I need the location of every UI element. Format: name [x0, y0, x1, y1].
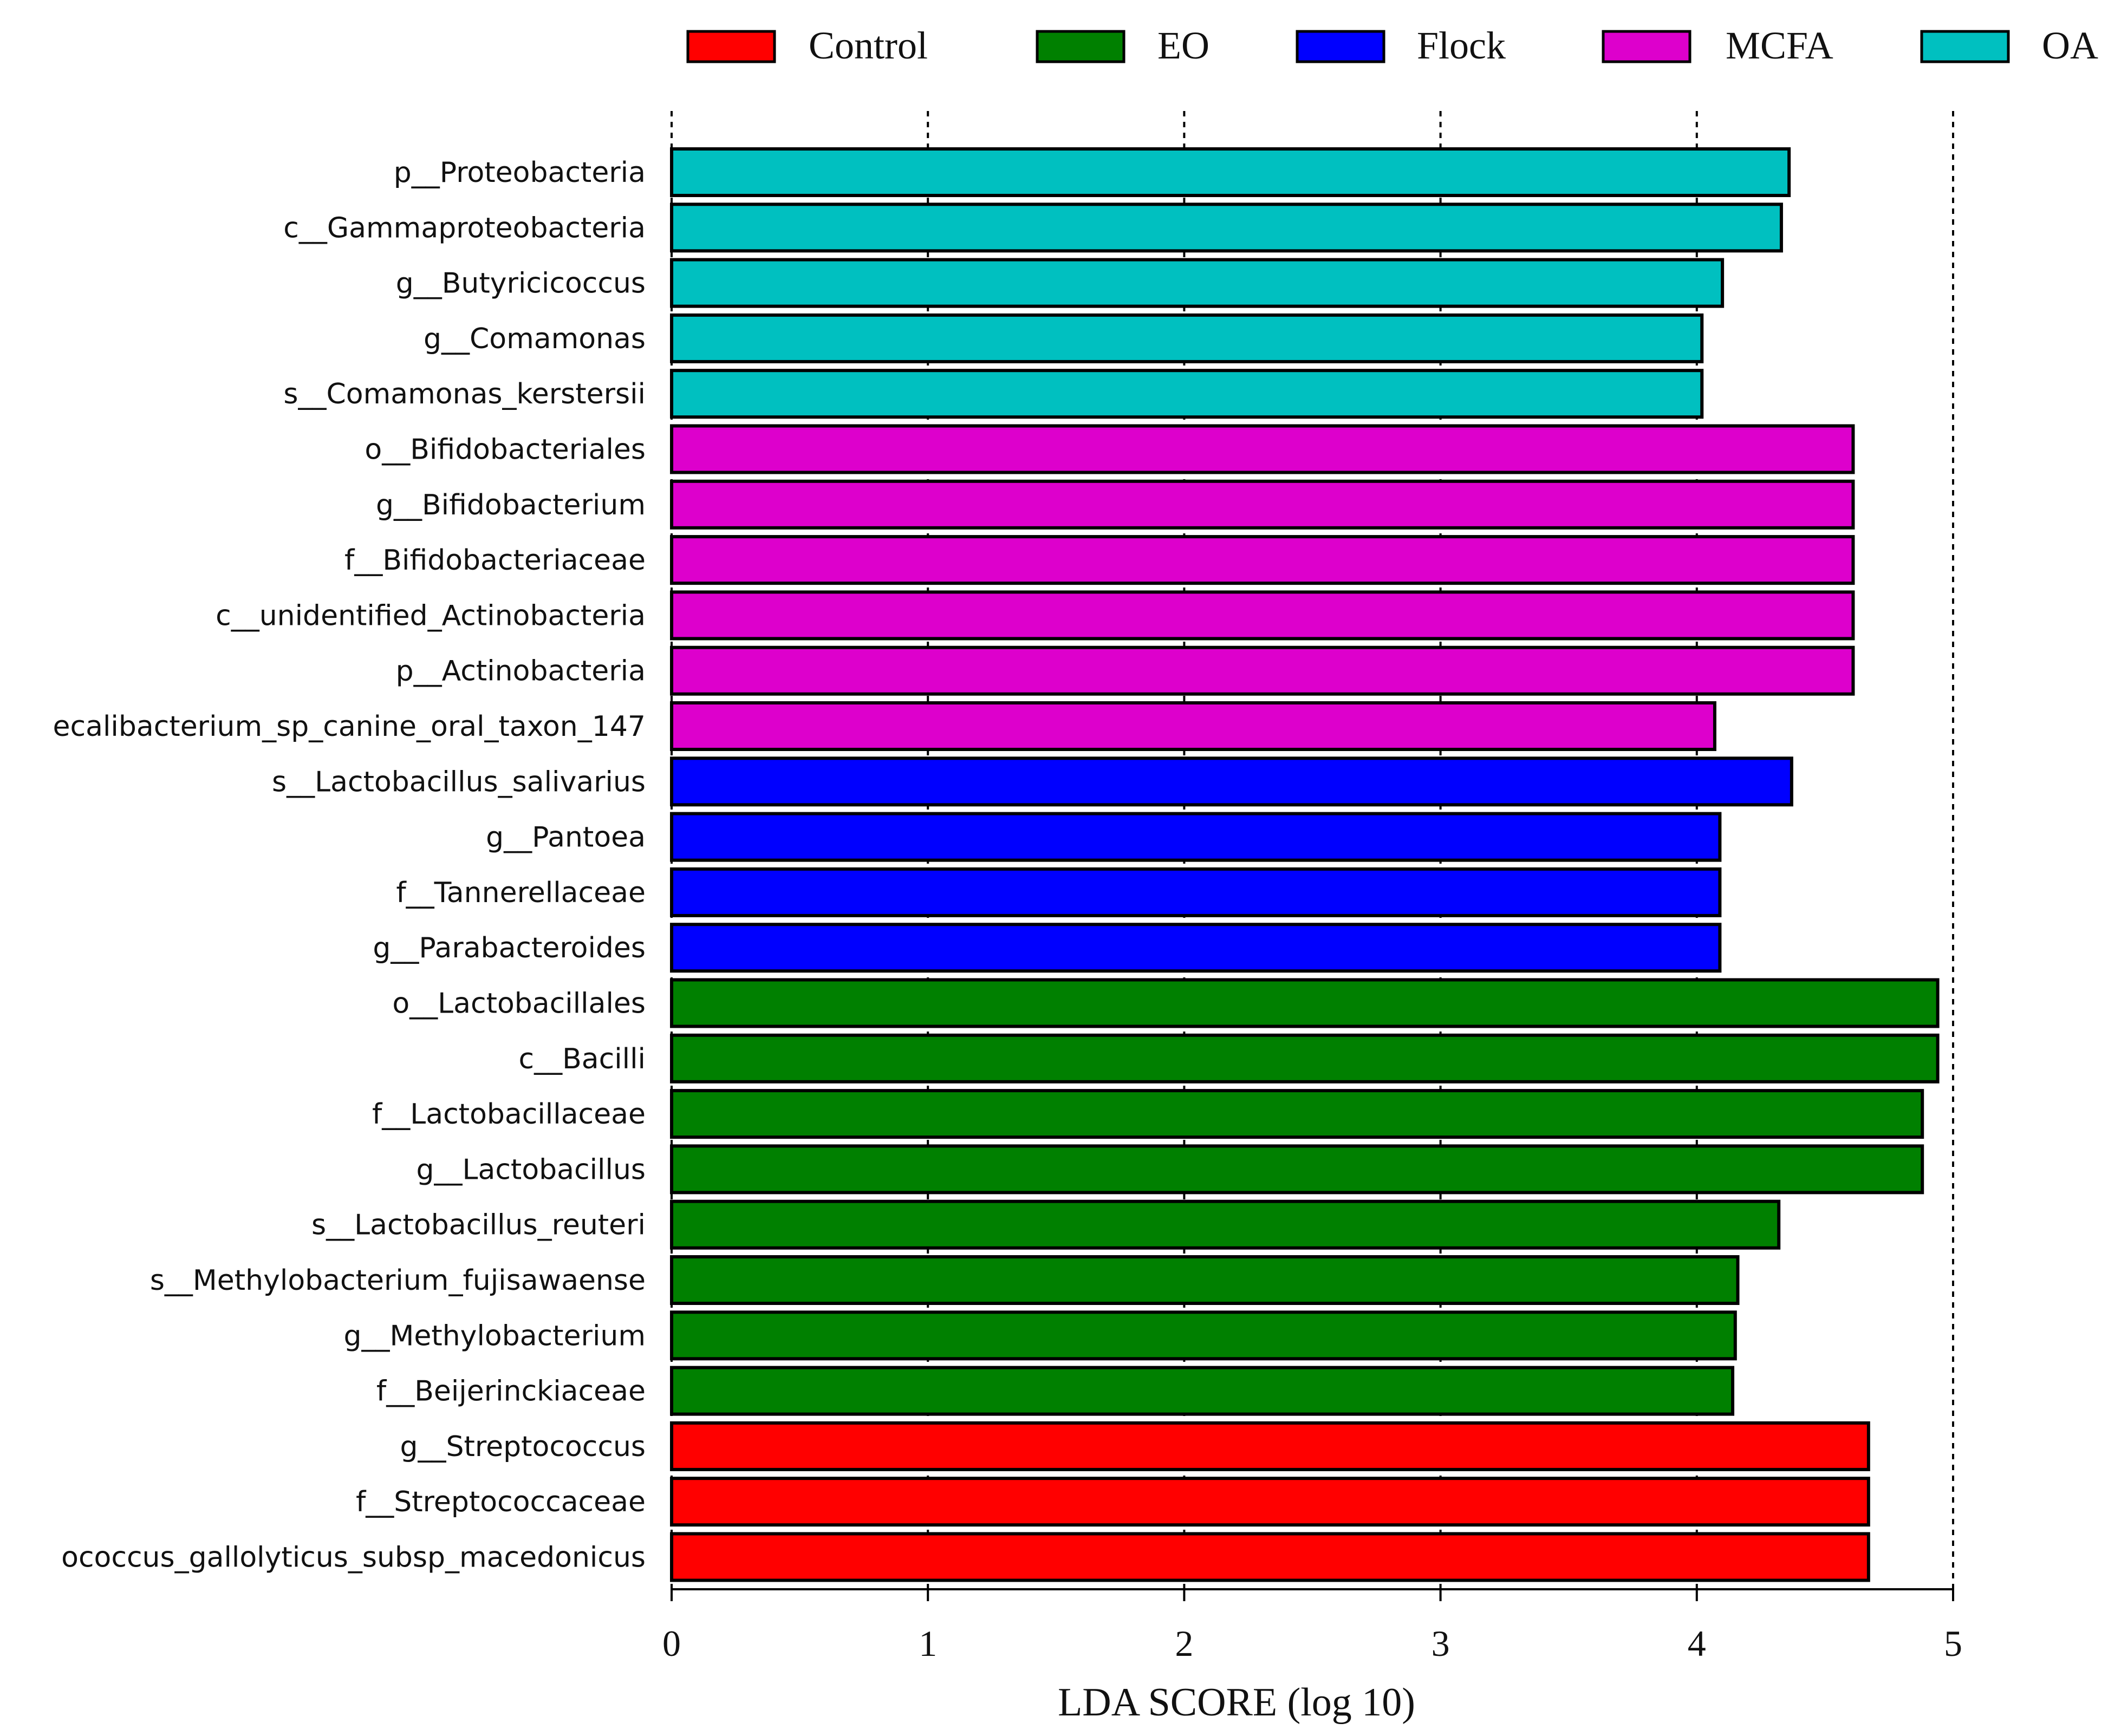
legend-label-control: Control [809, 24, 928, 67]
bar-s-methylobacterium-fujisawaense [670, 1255, 1740, 1305]
label-s-lactobacillus-salivarius: s__Lactobacillus_salivarius [272, 766, 646, 798]
x-tick-label-1: 1 [919, 1623, 937, 1664]
x-tick-label-2: 2 [1175, 1623, 1193, 1664]
label-f-tannerellaceae: f__Tannerellaceae [396, 877, 646, 909]
bar-g-comamonas [670, 313, 1704, 363]
bar-g-bifidobacterium [670, 479, 1855, 530]
bars [670, 147, 1940, 1582]
category-labels: p__Proteobacteria c__Gammaproteobacteriag… [53, 156, 646, 1574]
x-axis-title: LDA SCORE (log 10) [1058, 1680, 1415, 1725]
bar-f-streptococcaceae [670, 1477, 1870, 1527]
legend-label-mcfa: MCFA [1726, 24, 1833, 67]
bar-o-bifidobacteriales [670, 424, 1855, 474]
bar-p-actinobacteria [670, 645, 1855, 696]
label-o-lactobacillales: o__Lactobacillales [392, 988, 646, 1020]
legend-swatch-flock [1296, 30, 1385, 63]
label-f-lactobacillaceae: f__Lactobacillaceae [372, 1098, 646, 1131]
legend-label-oa: OA [2042, 24, 2098, 67]
bar-f-bifidobacteriaceae [670, 535, 1855, 585]
bar-g-methylobacterium [670, 1310, 1737, 1361]
x-tick-label-4: 4 [1688, 1623, 1706, 1664]
bar-g-streptococcus [670, 1421, 1870, 1471]
label-g-comamonas: g__Comamonas [424, 323, 646, 355]
bar-c-gammaproteobacteria [670, 203, 1783, 253]
legend-label-eo: EO [1157, 24, 1209, 67]
legend-swatch-mcfa [1602, 30, 1691, 63]
legend-swatch-eo [1036, 30, 1125, 63]
bar-s-lactobacillus-salivarius [670, 756, 1793, 807]
label-p-actinobacteria: p__Actinobacteria [396, 655, 646, 688]
legend: Control EO Flock MCFA OA [686, 24, 2098, 67]
label-s-methylobacterium-fujisawaense: s__Methylobacterium_fujisawaense [150, 1264, 646, 1297]
label-ecalibacterium-sp-canine-oral-taxon-147: ecalibacterium_sp_canine_oral_taxon_147 [53, 710, 646, 743]
legend-label-flock: Flock [1417, 24, 1506, 67]
label-p-proteobacteria: p__Proteobacteria [394, 156, 646, 189]
bar-c-unidentified-actinobacteria [670, 590, 1855, 641]
label-c-unidentified-actinobacteria: c__unidentified_Actinobacteria [216, 599, 646, 632]
label-g-pantoea: g__Pantoea [486, 821, 646, 854]
legend-swatch-control [686, 30, 776, 63]
x-tick-label-3: 3 [1432, 1623, 1450, 1664]
legend-swatch-oa [1920, 30, 2010, 63]
label-f-streptococcaceae: f__Streptococcaceae [356, 1486, 646, 1518]
label-g-streptococcus: g__Streptococcus [400, 1431, 646, 1463]
bar-ococcus-gallolyticus-subsp-macedonicus [670, 1532, 1870, 1582]
bar-g-butyricicoccus [670, 258, 1725, 308]
label-g-methylobacterium: g__Methylobacterium [343, 1320, 646, 1352]
bar-s-lactobacillus-reuteri [670, 1199, 1781, 1250]
label-f-bifidobacteriaceae: f__Bifidobacteriaceae [344, 544, 646, 577]
bar-s-comamonas-kerstersii [670, 369, 1704, 419]
x-axis: 0 1 2 3 4 5 [662, 1588, 1962, 1664]
label-c-bacilli: c__Bacilli [518, 1043, 646, 1075]
bar-f-tannerellaceae [670, 867, 1722, 917]
label-f-beijerinckiaceae: f__Beijerinckiaceae [376, 1375, 646, 1408]
label-s-lactobacillus-reuteri: s__Lactobacillus_reuteri [311, 1209, 646, 1242]
label-g-butyricicoccus: g__Butyricicoccus [396, 267, 646, 300]
bar-c-bacilli [670, 1033, 1940, 1084]
label-g-parabacteroides: g__Parabacteroides [373, 932, 646, 964]
bar-g-pantoea [670, 812, 1722, 862]
label-ococcus-gallolyticus-subsp-macedonicus: ococcus_gallolyticus_subsp_macedonicus [61, 1542, 646, 1574]
label-c-gammaproteobacteria: c__Gammaproteobacteria [283, 212, 646, 244]
bar-f-lactobacillaceae [670, 1089, 1924, 1139]
label-g-bifidobacterium: g__Bifidobacterium [376, 489, 646, 521]
label-s-comamonas-kerstersii: s__Comamonas_kerstersii [283, 378, 646, 410]
bar-g-parabacteroides [670, 923, 1722, 973]
bar-ecalibacterium-sp-canine-oral-taxon-147 [670, 701, 1716, 751]
x-tick-label-0: 0 [662, 1623, 681, 1664]
bar-o-lactobacillales [670, 978, 1940, 1028]
bar-p-proteobacteria [670, 147, 1791, 197]
bar-f-beijerinckiaceae [670, 1366, 1735, 1416]
x-tick-label-5: 5 [1944, 1623, 1962, 1664]
label-g-lactobacillus: g__Lactobacillus [417, 1153, 646, 1186]
bar-g-lactobacillus [670, 1144, 1924, 1195]
label-o-bifidobacteriales: o__Bifidobacteriales [365, 434, 646, 466]
